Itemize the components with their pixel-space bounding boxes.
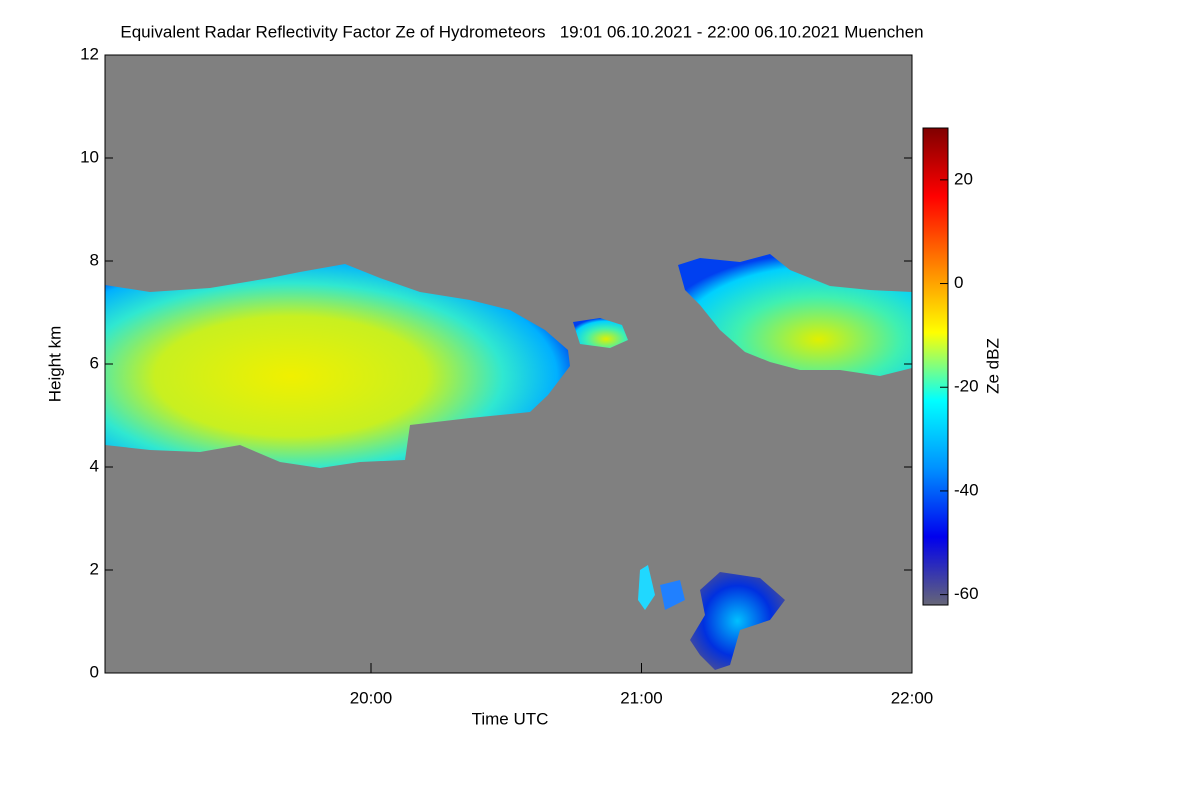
chart-title: Equivalent Radar Reflectivity Factor Ze … (120, 22, 923, 41)
colorbar-label: Ze dBZ (983, 338, 1002, 394)
x-tick-label: 20:00 (350, 688, 393, 707)
cloud-region (573, 318, 628, 348)
x-tick-label: 21:00 (620, 688, 663, 707)
y-tick-label: 4 (90, 456, 99, 475)
echo-regions (105, 254, 912, 670)
y-tick-label: 2 (90, 559, 99, 578)
colorbar-tick-label: 0 (954, 273, 963, 292)
y-tick-label: 12 (80, 44, 99, 63)
cloud-region (105, 264, 570, 468)
y-tick-label: 10 (80, 147, 99, 166)
cloud-region (638, 565, 655, 610)
cloud-region (660, 580, 685, 610)
cloud-region (690, 572, 785, 670)
colorbar-tick-label: 20 (954, 169, 973, 188)
y-tick-label: 8 (90, 250, 99, 269)
x-axis-label: Time UTC (472, 709, 549, 728)
x-tick-label: 22:00 (891, 688, 934, 707)
colorbar-tick-label: -40 (954, 480, 979, 499)
colorbar-tick-label: -20 (954, 377, 979, 396)
colorbar (922, 127, 949, 606)
y-tick-label: 0 (90, 662, 99, 681)
cloud-region (678, 254, 912, 376)
colorbar-tick-label: -60 (954, 584, 979, 603)
y-tick-label: 6 (90, 353, 99, 372)
y-axis-label: Height km (45, 326, 64, 403)
